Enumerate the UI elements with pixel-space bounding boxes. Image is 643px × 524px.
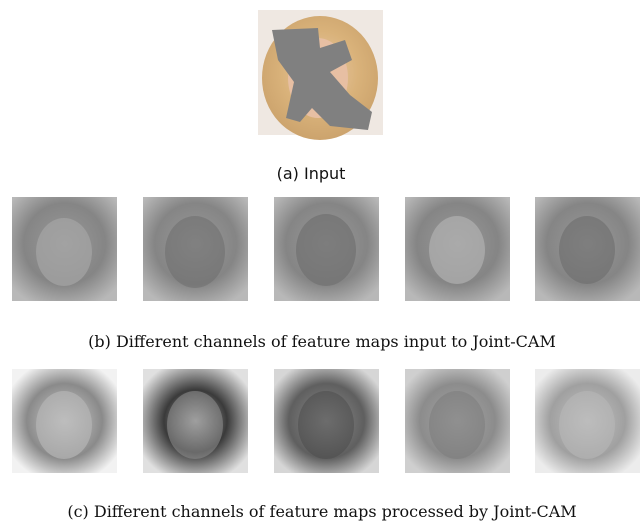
caption: (b) Different channels of feature maps i… (88, 332, 556, 351)
page: (a) Input (b) Different channels of feat… (0, 0, 643, 524)
figure: (a) Input (b) Different channels of feat… (0, 0, 643, 524)
input-image (258, 10, 383, 140)
caption: (a) Input (277, 164, 346, 183)
feature-maps-c (12, 369, 640, 473)
caption: (c) Different channels of feature maps p… (67, 502, 576, 521)
feature-maps-b (12, 197, 640, 301)
